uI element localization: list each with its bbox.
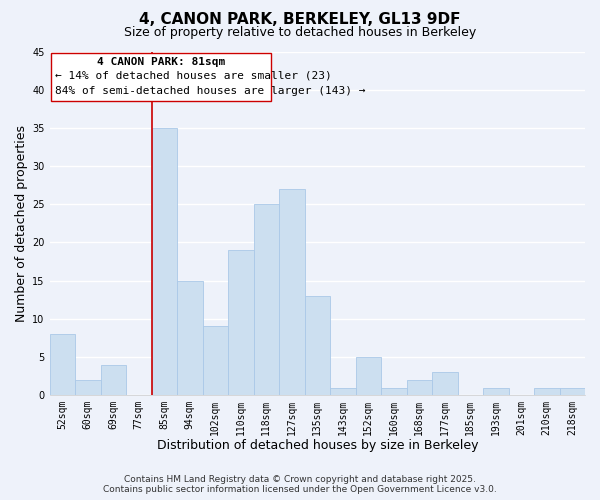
Bar <box>50 334 75 395</box>
Bar <box>432 372 458 395</box>
Bar <box>407 380 432 395</box>
Bar <box>177 280 203 395</box>
Bar <box>356 357 381 395</box>
Bar <box>560 388 585 395</box>
Bar <box>483 388 509 395</box>
Text: Contains HM Land Registry data © Crown copyright and database right 2025.: Contains HM Land Registry data © Crown c… <box>124 475 476 484</box>
Bar <box>279 189 305 395</box>
Text: 84% of semi-detached houses are larger (143) →: 84% of semi-detached houses are larger (… <box>55 86 365 96</box>
Text: 4 CANON PARK: 81sqm: 4 CANON PARK: 81sqm <box>97 57 225 67</box>
Bar <box>101 364 126 395</box>
Bar <box>305 296 330 395</box>
Text: 4, CANON PARK, BERKELEY, GL13 9DF: 4, CANON PARK, BERKELEY, GL13 9DF <box>139 12 461 28</box>
Bar <box>381 388 407 395</box>
Bar <box>534 388 560 395</box>
FancyBboxPatch shape <box>51 53 271 101</box>
Bar <box>254 204 279 395</box>
Text: Contains public sector information licensed under the Open Government Licence v3: Contains public sector information licen… <box>103 485 497 494</box>
Bar <box>228 250 254 395</box>
X-axis label: Distribution of detached houses by size in Berkeley: Distribution of detached houses by size … <box>157 440 478 452</box>
Text: ← 14% of detached houses are smaller (23): ← 14% of detached houses are smaller (23… <box>55 71 331 81</box>
Bar <box>203 326 228 395</box>
Bar <box>152 128 177 395</box>
Bar <box>330 388 356 395</box>
Y-axis label: Number of detached properties: Number of detached properties <box>15 125 28 322</box>
Text: Size of property relative to detached houses in Berkeley: Size of property relative to detached ho… <box>124 26 476 39</box>
Bar <box>75 380 101 395</box>
